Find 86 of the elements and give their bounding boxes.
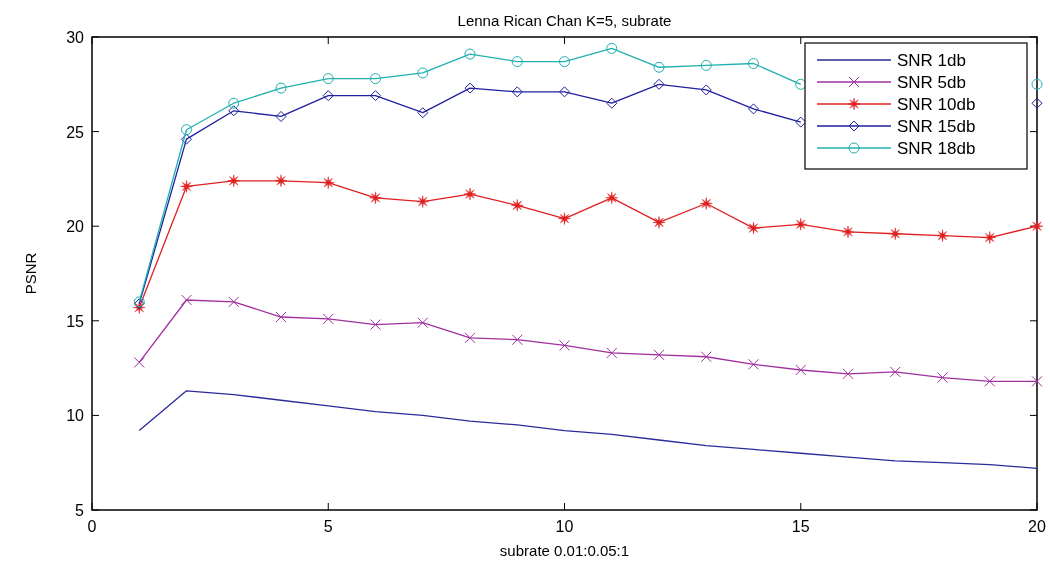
- point: [228, 296, 240, 308]
- point: [227, 174, 240, 188]
- point: [606, 347, 618, 359]
- y-tick-label: 10: [66, 407, 85, 425]
- point: [181, 133, 192, 145]
- point: [653, 78, 665, 90]
- point: [652, 216, 666, 229]
- point: [511, 334, 523, 346]
- legend-label: SNR 18db: [897, 139, 976, 158]
- y-tick-label: 25: [66, 123, 85, 141]
- point: [511, 86, 523, 98]
- point: [936, 229, 949, 242]
- point: [417, 317, 429, 329]
- point: [417, 107, 429, 119]
- x-tick-label: 20: [1028, 518, 1046, 535]
- point: [1031, 97, 1043, 109]
- point: [181, 294, 192, 306]
- point: [748, 57, 759, 69]
- chart-title: Lenna Rican Chan K=5, subrate: [457, 12, 672, 29]
- point: [322, 313, 334, 325]
- point: [653, 61, 665, 73]
- point: [275, 110, 287, 122]
- point: [180, 180, 193, 193]
- point: [1030, 219, 1044, 233]
- point: [1031, 375, 1043, 387]
- point: [370, 319, 381, 331]
- point: [700, 351, 712, 363]
- point: [795, 364, 807, 376]
- point: [559, 56, 570, 68]
- point: [464, 332, 476, 344]
- point: [984, 375, 996, 387]
- point: [748, 103, 759, 115]
- legend-label: SNR 10db: [897, 95, 976, 114]
- point: [841, 225, 855, 239]
- point: [794, 218, 807, 231]
- point: [1031, 78, 1043, 90]
- point: [842, 368, 854, 380]
- point: [606, 97, 618, 109]
- point: [417, 67, 429, 79]
- point: [228, 97, 240, 109]
- point: [889, 366, 901, 378]
- point: [559, 339, 570, 351]
- point: [464, 82, 476, 94]
- point: [369, 191, 382, 205]
- point: [463, 187, 477, 201]
- point: [228, 105, 240, 117]
- x-tick-label: 0: [87, 518, 97, 535]
- x-tick-label: 10: [555, 518, 574, 535]
- point: [559, 86, 570, 98]
- point: [322, 90, 334, 102]
- point: [605, 191, 618, 205]
- x-tick-label: 5: [323, 518, 333, 535]
- y-tick-label: 5: [75, 502, 85, 519]
- point: [700, 197, 713, 210]
- point: [370, 90, 381, 102]
- x-tick-label: 15: [791, 518, 810, 535]
- point: [747, 221, 760, 235]
- point: [416, 195, 429, 208]
- line-series: [138, 390, 1038, 470]
- y-tick-label: 30: [66, 29, 85, 46]
- point: [370, 73, 381, 85]
- point: [181, 124, 192, 136]
- point: [322, 73, 334, 85]
- point: [653, 349, 665, 361]
- legend-label: SNR 5db: [897, 73, 966, 92]
- point: [889, 227, 902, 241]
- legend-label: SNR 15db: [897, 117, 976, 136]
- point: [558, 212, 571, 225]
- y-tick-label: 15: [66, 312, 85, 330]
- point: [606, 42, 618, 54]
- point: [464, 48, 476, 60]
- point: [700, 84, 712, 96]
- point: [511, 199, 524, 212]
- point: [511, 56, 523, 68]
- point: [133, 356, 145, 368]
- point: [274, 174, 288, 188]
- x-axis-title: subrate 0.01:0.05:1: [499, 542, 630, 559]
- point: [937, 372, 948, 384]
- point: [322, 176, 335, 189]
- point: [748, 358, 759, 370]
- y-axis-title: PSNR: [22, 252, 39, 295]
- point: [700, 59, 712, 71]
- point: [983, 231, 996, 244]
- y-tick-label: 20: [66, 218, 85, 236]
- legend-label: SNR 1db: [897, 51, 966, 70]
- point: [275, 82, 287, 94]
